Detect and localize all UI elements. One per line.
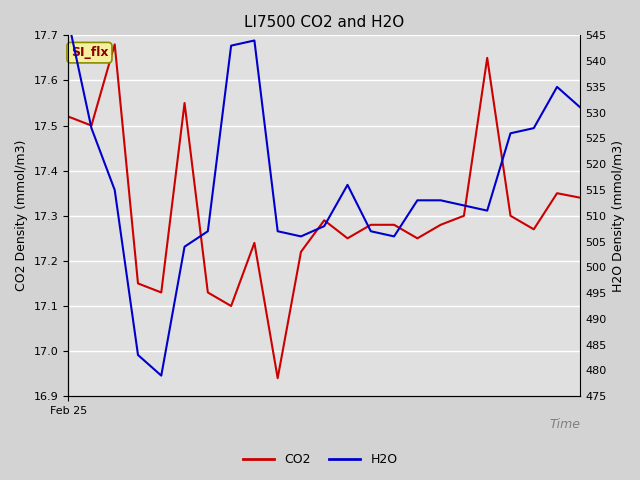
CO2 (227, 303, 235, 309)
CO2 (460, 213, 468, 219)
H2O (180, 244, 188, 250)
H2O (111, 187, 118, 193)
CO2 (390, 222, 398, 228)
Legend: CO2, H2O: CO2, H2O (237, 448, 403, 471)
CO2 (321, 217, 328, 223)
H2O (437, 197, 445, 203)
Y-axis label: CO2 Density (mmol/m3): CO2 Density (mmol/m3) (15, 140, 28, 291)
CO2 (251, 240, 259, 246)
H2O (507, 131, 515, 136)
H2O (64, 17, 72, 23)
H2O (367, 228, 374, 234)
H2O (577, 105, 584, 110)
H2O (251, 37, 259, 43)
Y-axis label: H2O Density (mmol/m3): H2O Density (mmol/m3) (612, 140, 625, 292)
H2O (413, 197, 421, 203)
CO2 (134, 281, 142, 287)
CO2 (553, 191, 561, 196)
H2O (530, 125, 538, 131)
H2O (344, 182, 351, 188)
CO2 (437, 222, 445, 228)
CO2 (204, 289, 212, 295)
Title: LI7500 CO2 and H2O: LI7500 CO2 and H2O (244, 15, 404, 30)
CO2 (367, 222, 374, 228)
Text: Time: Time (549, 418, 580, 431)
H2O (227, 43, 235, 48)
Text: SI_flx: SI_flx (70, 46, 108, 59)
Line: H2O: H2O (68, 20, 580, 376)
H2O (321, 223, 328, 229)
H2O (134, 352, 142, 358)
CO2 (64, 114, 72, 120)
H2O (553, 84, 561, 90)
CO2 (297, 249, 305, 255)
CO2 (180, 100, 188, 106)
H2O (204, 228, 212, 234)
CO2 (530, 227, 538, 232)
CO2 (344, 236, 351, 241)
CO2 (88, 123, 95, 129)
CO2 (507, 213, 515, 219)
CO2 (157, 289, 165, 295)
CO2 (577, 195, 584, 201)
Line: CO2: CO2 (68, 44, 580, 378)
CO2 (483, 55, 491, 61)
H2O (390, 234, 398, 240)
H2O (274, 228, 282, 234)
CO2 (274, 375, 282, 381)
H2O (157, 373, 165, 379)
H2O (297, 234, 305, 240)
CO2 (111, 41, 118, 47)
H2O (88, 125, 95, 131)
H2O (483, 208, 491, 214)
CO2 (413, 236, 421, 241)
H2O (460, 203, 468, 208)
